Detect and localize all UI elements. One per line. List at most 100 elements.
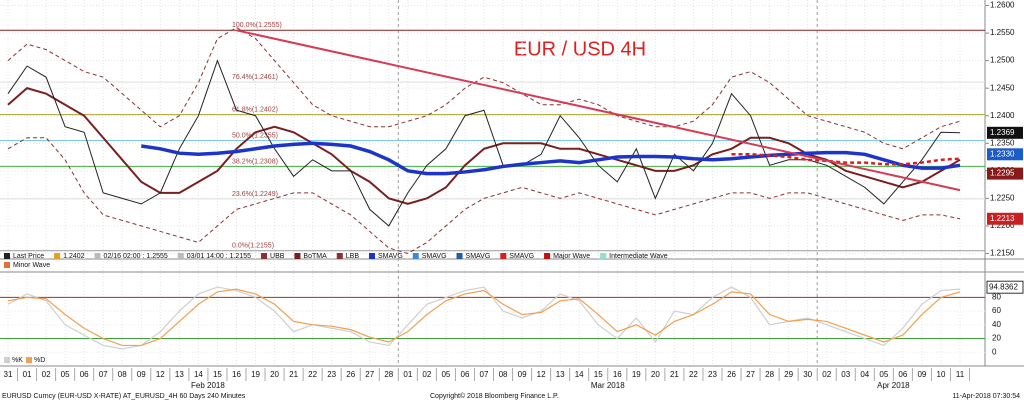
trend-line [236,29,961,192]
x-tick-label: 05 [441,370,450,379]
x-tick-label: 27 [746,370,755,379]
y-tick-label: 60 [992,306,1001,315]
y-tick-label: 1.2150 [990,249,1015,258]
series-line [7,26,961,150]
price-tag [987,167,1023,180]
y-tick-label: 80 [992,292,1001,301]
fib-label: 76.4%(1.2461) [232,74,278,81]
legend-label: 03/01 14:00 : 1.2155 [187,253,251,260]
x-tick-label: 07 [480,370,489,379]
legend-swatch [54,253,61,259]
y-tick-label: 1.2550 [990,28,1015,37]
y-tick-label: 1.2350 [990,138,1015,147]
legend-label: %K [12,357,23,364]
legend-swatch [500,253,507,259]
x-tick-label: 01 [23,370,32,379]
x-tick-label: 16 [232,370,241,379]
legend-label: UBB [270,253,285,260]
month-label: Apr 2018 [877,381,910,390]
fib-label: 0.0%(1.2155) [232,243,274,250]
series-line [141,141,961,176]
y-tick-label: 1.2450 [990,83,1015,92]
x-tick-label: 21 [670,370,679,379]
legend-swatch [261,253,268,259]
x-tick-label: 11 [956,370,965,379]
legend-swatch [177,253,184,259]
x-tick-label: 06 [898,370,907,379]
x-tick-label: 19 [632,370,641,379]
legend-swatch [600,253,607,259]
series-line [731,153,961,166]
legend-swatch [4,262,10,268]
x-tick-label: 03 [841,370,850,379]
x-tick-label: 22 [689,370,698,379]
footer-left: EURUSD Curncy (EUR-USD X-RATE) AT_EURUSD… [2,393,246,400]
x-tick-label: 09 [137,370,146,379]
x-tick-label: 31 [4,370,13,379]
x-tick-label: 05 [61,370,70,379]
x-tick-label: 08 [499,370,508,379]
legend-label: SMAVG [422,253,447,260]
x-tick-label: 20 [270,370,279,379]
x-tick-label: 21 [289,370,298,379]
legend-swatch [294,253,301,259]
y-tick-label: 20 [992,334,1001,343]
price-tag [986,280,1024,294]
x-tick-label: 23 [708,370,717,379]
x-tick-label: 07 [99,370,108,379]
fib-label: 100.0%(1.2555) [232,22,282,29]
x-tick-label: 01 [403,370,412,379]
legend-label: SMAVG [509,253,534,260]
legend-label: SMAVG [466,253,491,260]
price-tag [987,148,1023,161]
x-tick-label: 08 [118,370,127,379]
x-tick-label: 06 [461,370,470,379]
legend-label: BoTMA [303,253,327,260]
y-tick-label: 1.2250 [990,193,1015,202]
footer-center: Copyright© 2018 Bloomberg Finance L.P. [430,392,559,400]
fib-label: 61.8%(1.2402) [232,106,278,113]
price-tag-label: 1.2295 [990,169,1015,178]
y-tick-label: 1.2600 [990,1,1015,10]
x-tick-label: 02 [42,370,51,379]
x-tick-label: 14 [194,370,203,379]
y-tick-label: 1.2500 [990,56,1015,65]
fib-label: 50.0%(1.2355) [232,132,278,139]
x-tick-label: 26 [727,370,736,379]
price-tag-label: 94.8362 [989,282,1018,291]
legend-swatch [369,253,375,259]
legend-label: LBB [346,253,360,260]
x-tick-label: 16 [613,370,622,379]
x-tick-label: 12 [156,370,165,379]
series-line [7,288,961,347]
x-tick-label: 12 [537,370,546,379]
legend-label: Minor Wave [13,262,50,269]
x-tick-label: 15 [213,370,222,379]
y-tick-label: 40 [992,320,1001,329]
price-tag [987,212,1023,225]
x-tick-label: 19 [251,370,260,379]
x-tick-label: 28 [765,370,774,379]
legend-label: Last Price [13,253,44,260]
x-tick-label: 02 [822,370,831,379]
month-label: Mar 2018 [591,381,625,390]
series-line [7,137,961,255]
legend-label: %D [34,357,45,364]
chart-title: EUR / USD 4H [514,38,646,60]
x-tick-label: 05 [879,370,888,379]
x-tick-label: 13 [175,370,184,379]
x-tick-label: 06 [80,370,89,379]
x-tick-label: 29 [784,370,793,379]
footer-right: 11-Apr-2018 07:30:54 [952,393,1020,400]
legend-label: Major Wave [553,253,590,260]
legend-swatch [544,253,551,259]
x-tick-label: 13 [556,370,565,379]
price-tag-label: 1.2369 [990,128,1015,137]
legend-swatch [412,253,419,259]
y-tick-label: 1.2400 [990,111,1015,120]
y-tick-label: 1.2200 [990,221,1015,230]
x-tick-label: 15 [594,370,603,379]
x-tick-label: 28 [384,370,393,379]
fib-label: 23.6%(1.2249) [232,191,278,198]
